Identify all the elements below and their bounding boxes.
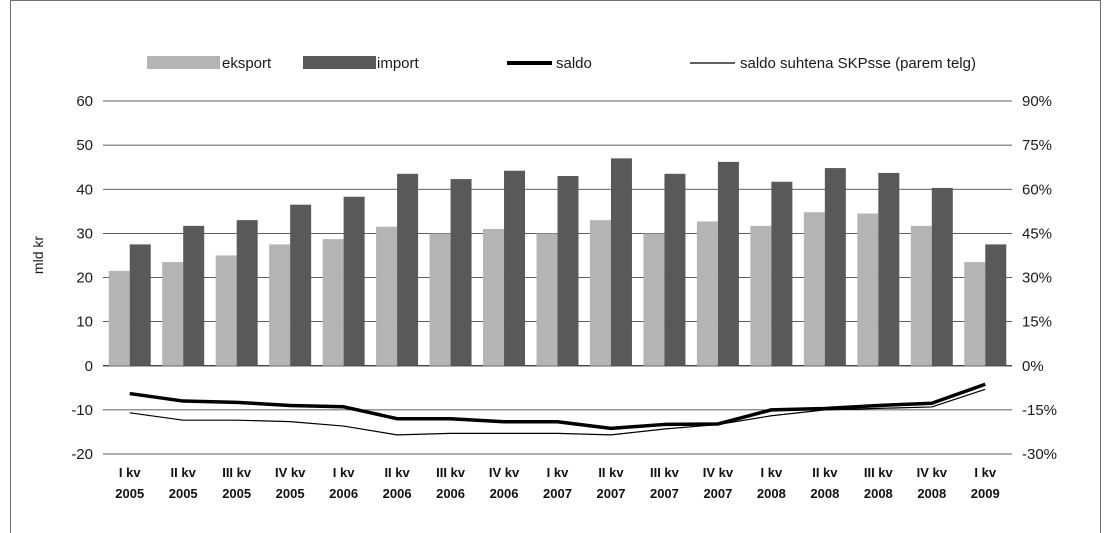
legend-label: saldo: [556, 55, 592, 72]
x-tick-label: I kv 2006: [329, 465, 358, 501]
bar-import: [610, 158, 632, 366]
x-tick-label: II kv 2008: [810, 465, 839, 501]
bar-import: [504, 170, 526, 366]
bar-import: [878, 172, 900, 366]
y-tick-label: 30: [76, 225, 93, 242]
x-tick-label: IV kv 2005: [275, 465, 306, 501]
bar-import: [450, 179, 472, 366]
y2-tick-label: 45%: [1022, 225, 1052, 242]
x-tick-label: I kv 2007: [543, 465, 572, 501]
line-saldo-right-axis: [129, 388, 986, 436]
bars: [108, 158, 1007, 366]
y-axis-left-ticks: 60 50 40 30 20 10 0 -10 -20: [71, 93, 93, 463]
x-tick-label: III kv 2006: [436, 465, 466, 501]
x-tick-label: II kv 2005: [169, 465, 198, 501]
bar-eksport: [536, 233, 558, 366]
y2-tick-label: -30%: [1022, 446, 1057, 463]
bar-eksport: [750, 225, 772, 366]
y2-tick-label: 0%: [1022, 358, 1044, 375]
y2-tick-label: -15%: [1022, 402, 1057, 419]
bar-import: [664, 173, 686, 366]
bar-import: [183, 225, 205, 366]
bar-import: [236, 220, 258, 366]
bar-import: [771, 181, 793, 366]
bar-eksport: [589, 220, 611, 366]
bar-eksport: [429, 233, 451, 366]
y-tick-label: 10: [76, 314, 93, 331]
legend-swatch-import: [303, 56, 376, 69]
bar-eksport: [483, 228, 505, 366]
bar-eksport: [857, 213, 879, 366]
x-tick-label: I kv 2005: [115, 465, 144, 501]
bar-import: [717, 161, 739, 366]
bar-eksport: [108, 270, 130, 366]
y2-tick-label: 15%: [1022, 314, 1052, 331]
bar-import: [129, 244, 151, 366]
bar-eksport: [215, 255, 237, 366]
bar-import: [557, 176, 579, 366]
bar-eksport: [162, 262, 184, 366]
y-axis-right-ticks: 90% 75% 60% 45% 30% 15% 0% -15% -30%: [1022, 93, 1057, 463]
y2-tick-label: 75%: [1022, 137, 1052, 154]
bar-import: [931, 187, 953, 366]
x-tick-label: II kv 2007: [597, 465, 626, 501]
x-tick-label: IV kv 2006: [489, 465, 520, 501]
y-tick-label: 40: [76, 181, 93, 198]
bar-import: [343, 196, 365, 366]
bar-eksport: [696, 221, 718, 366]
y-tick-label: 60: [76, 93, 93, 110]
y-tick-label: -10: [71, 402, 93, 419]
legend-swatch-eksport: [147, 56, 220, 69]
legend-label: eksport: [222, 55, 272, 72]
x-tick-label: IV kv 2007: [703, 465, 734, 501]
line-saldo: [129, 382, 986, 431]
bar-eksport: [269, 244, 291, 366]
x-tick-label: IV kv 2008: [917, 465, 948, 501]
y-tick-label: 0: [85, 358, 93, 375]
x-tick-label: I kv 2009: [971, 465, 1000, 501]
bar-eksport: [322, 239, 344, 366]
bar-import: [824, 168, 846, 366]
y2-tick-label: 30%: [1022, 270, 1052, 287]
x-tick-label: II kv 2006: [383, 465, 412, 501]
bar-import: [397, 173, 419, 366]
y2-tick-label: 90%: [1022, 93, 1052, 110]
series-lines: [129, 382, 986, 436]
bar-eksport: [964, 262, 986, 366]
legend: eksport import saldo saldo suhtena SKPsse (…: [147, 55, 976, 72]
x-tick-label: III kv 2007: [650, 465, 680, 501]
chart-frame: [10, 0, 1101, 533]
y2-tick-label: 60%: [1022, 181, 1052, 198]
x-tick-label: III kv 2008: [864, 465, 894, 501]
y-tick-label: -20: [71, 446, 93, 463]
y-tick-label: 20: [76, 270, 93, 287]
x-tick-label: I kv 2008: [757, 465, 786, 501]
legend-label: saldo suhtena SKPsse (parem telg): [740, 55, 976, 72]
bar-eksport: [376, 226, 398, 366]
bar-import: [290, 204, 312, 366]
x-axis-categories: I kv 2005 II kv 2005 III kv 2005 IV kv 2005 I kv…: [115, 465, 999, 501]
bar-import: [985, 244, 1007, 366]
legend-label: import: [377, 55, 420, 72]
y-axis-label: mld kr: [30, 236, 46, 274]
y-tick-label: 50: [76, 137, 93, 154]
bar-eksport: [643, 233, 665, 366]
bar-eksport: [910, 225, 932, 366]
x-tick-label: III kv 2005: [222, 465, 252, 501]
bar-eksport: [803, 212, 825, 366]
